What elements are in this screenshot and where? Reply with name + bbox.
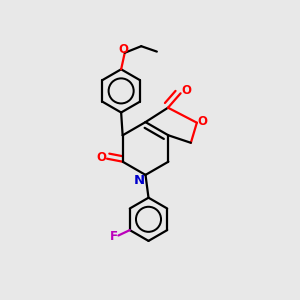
Text: F: F: [110, 230, 118, 244]
Text: N: N: [133, 174, 145, 187]
Text: O: O: [118, 43, 128, 56]
Text: O: O: [97, 151, 106, 164]
Text: O: O: [198, 115, 208, 128]
Text: O: O: [181, 84, 191, 98]
